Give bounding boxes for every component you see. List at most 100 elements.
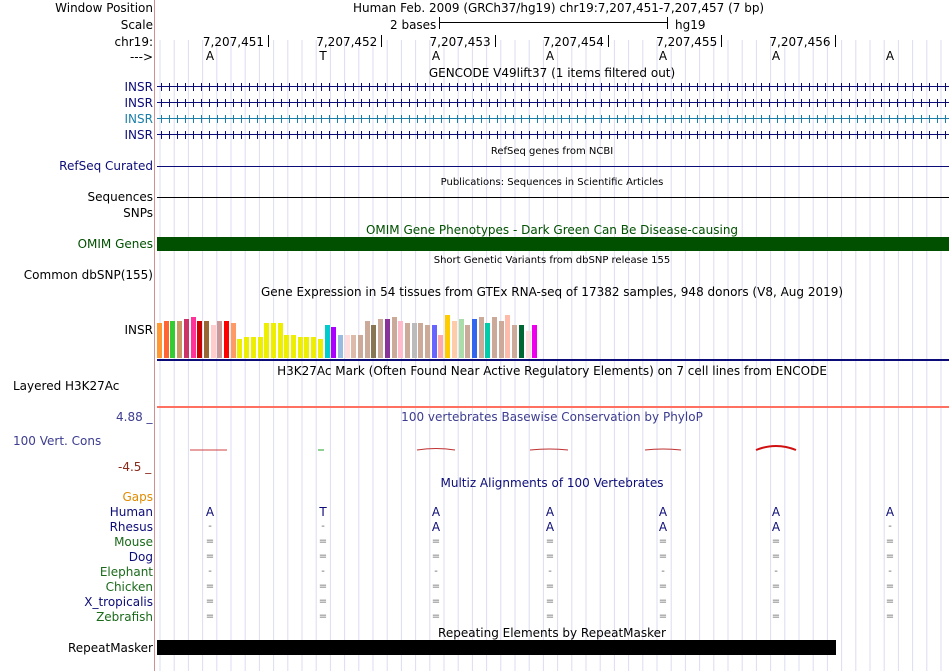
gtex-tissue-bar[interactable] (465, 325, 471, 358)
gtex-tissue-bar[interactable] (512, 325, 518, 358)
species-label[interactable]: Elephant (99, 565, 153, 579)
gtex-tissue-bar[interactable] (311, 337, 317, 358)
gtex-tissue-bar[interactable] (270, 323, 276, 358)
gtex-tissue-bar[interactable] (404, 323, 410, 358)
alignment-base: = (431, 581, 441, 592)
gtex-tissue-bar[interactable] (324, 325, 330, 358)
gtex-tissue-bar[interactable] (498, 321, 504, 358)
gtex-tissue-bar[interactable] (304, 337, 310, 358)
base-letter: A (885, 49, 895, 63)
dbsnp-label[interactable]: Common dbSNP(155) (23, 268, 153, 282)
alignment-base: = (885, 551, 895, 562)
gtex-tissue-bar[interactable] (217, 321, 223, 358)
ruler-coordinate: 7,207,454 (542, 35, 604, 49)
gtex-tissue-bar[interactable] (425, 325, 430, 358)
alignment-base: - (321, 521, 325, 532)
gencode-gene-label[interactable]: INSR (124, 80, 153, 94)
gtex-label[interactable]: INSR (124, 323, 153, 337)
gtex-tissue-bar[interactable] (230, 323, 236, 358)
gtex-tissue-bar[interactable] (411, 323, 417, 358)
gtex-tissue-bar[interactable] (210, 325, 216, 358)
gtex-tissue-bar[interactable] (190, 317, 196, 358)
h3k27ac-label[interactable]: Layered H3K27Ac (13, 379, 120, 393)
alignment-base: = (658, 536, 668, 547)
gtex-tissue-bar[interactable] (398, 321, 404, 358)
species-label[interactable]: Rhesus (109, 520, 153, 534)
gtex-tissue-bar[interactable] (384, 319, 390, 358)
gtex-tissue-bar[interactable] (445, 315, 451, 358)
gtex-tissue-bar[interactable] (471, 319, 477, 358)
gtex-tissue-bar[interactable] (532, 325, 538, 358)
gencode-gene-label[interactable]: INSR (124, 96, 153, 110)
alignment-base: = (205, 611, 215, 622)
alignment-base: T (319, 505, 327, 519)
gencode-gene-line[interactable] (157, 115, 949, 123)
gtex-tissue-bar[interactable] (203, 321, 209, 358)
gtex-tissue-bar[interactable] (183, 319, 189, 358)
gtex-tissue-bar[interactable] (364, 321, 370, 358)
gtex-tissue-bar[interactable] (170, 321, 176, 358)
gtex-tissue-bar[interactable] (438, 335, 444, 358)
gtex-tissue-bar[interactable] (284, 335, 290, 358)
species-label[interactable]: Mouse (114, 535, 153, 549)
gtex-tissue-bar[interactable] (297, 337, 303, 358)
multiz-gaps-label: Gaps (122, 490, 153, 504)
alignment-base: = (431, 596, 441, 607)
gtex-tissue-bar[interactable] (492, 317, 497, 358)
gtex-tissue-bar[interactable] (451, 321, 457, 358)
gtex-tissue-bar[interactable] (371, 325, 377, 358)
base-letter: A (431, 49, 441, 63)
omim-label[interactable]: OMIM Genes (77, 237, 153, 251)
gtex-tissue-bar[interactable] (378, 319, 384, 358)
gencode-gene-label[interactable]: INSR (124, 112, 153, 126)
gtex-tissue-bar[interactable] (197, 321, 203, 358)
gtex-tissue-bar[interactable] (337, 335, 343, 358)
species-label[interactable]: Chicken (105, 580, 153, 594)
phylop-label[interactable]: 100 Vert. Cons (13, 434, 102, 448)
gtex-tissue-bar[interactable] (237, 339, 243, 358)
gtex-tissue-bar[interactable] (351, 335, 357, 358)
gtex-tissue-bar[interactable] (418, 323, 424, 358)
gtex-tissue-bar[interactable] (264, 323, 270, 358)
gtex-tissue-bar[interactable] (358, 335, 363, 358)
ruler-coordinate: 7,207,456 (769, 35, 831, 49)
repeatmasker-label[interactable]: RepeatMasker (67, 641, 153, 655)
gtex-tissue-bar[interactable] (157, 323, 162, 358)
species-label[interactable]: Human (109, 505, 153, 519)
gtex-tissue-bar[interactable] (177, 321, 183, 358)
gencode-gene-line[interactable] (157, 99, 949, 107)
gencode-gene-line[interactable] (157, 131, 949, 139)
gtex-tissue-bar[interactable] (244, 337, 250, 358)
species-label[interactable]: X_tropicalis (84, 595, 153, 609)
gtex-tissue-bar[interactable] (525, 331, 531, 358)
gtex-tissue-bar[interactable] (257, 337, 263, 358)
species-label[interactable]: Dog (128, 550, 153, 564)
gencode-gene-line[interactable] (157, 83, 949, 91)
gtex-tissue-bar[interactable] (344, 335, 350, 358)
refseq-label[interactable]: RefSeq Curated (59, 159, 153, 173)
gtex-tissue-bar[interactable] (431, 325, 437, 358)
gtex-tissue-bar[interactable] (291, 335, 296, 358)
gtex-tissue-bar[interactable] (485, 323, 491, 358)
alignment-base: - (434, 566, 438, 577)
repeatmasker-bar[interactable] (157, 640, 836, 655)
publications-label[interactable]: Sequences (87, 190, 153, 204)
gtex-tissue-bar[interactable] (331, 327, 337, 358)
omim-bar[interactable] (157, 237, 949, 251)
alignment-base: = (545, 551, 555, 562)
gtex-tissue-bar[interactable] (391, 317, 397, 358)
gtex-tissue-bar[interactable] (163, 321, 169, 358)
gtex-tissue-bar[interactable] (277, 323, 283, 358)
gtex-bar-chart[interactable] (157, 300, 538, 358)
gtex-tissue-bar[interactable] (518, 325, 524, 358)
gtex-tissue-bar[interactable] (458, 319, 464, 358)
gencode-gene-label[interactable]: INSR (124, 128, 153, 142)
base-letter: A (658, 49, 668, 63)
gtex-tissue-bar[interactable] (250, 337, 256, 358)
gtex-tissue-bar[interactable] (317, 339, 323, 358)
gtex-tissue-bar[interactable] (224, 321, 229, 358)
species-label[interactable]: Zebrafish (96, 610, 153, 624)
gtex-tissue-bar[interactable] (505, 315, 511, 358)
gtex-tissue-bar[interactable] (478, 317, 484, 358)
